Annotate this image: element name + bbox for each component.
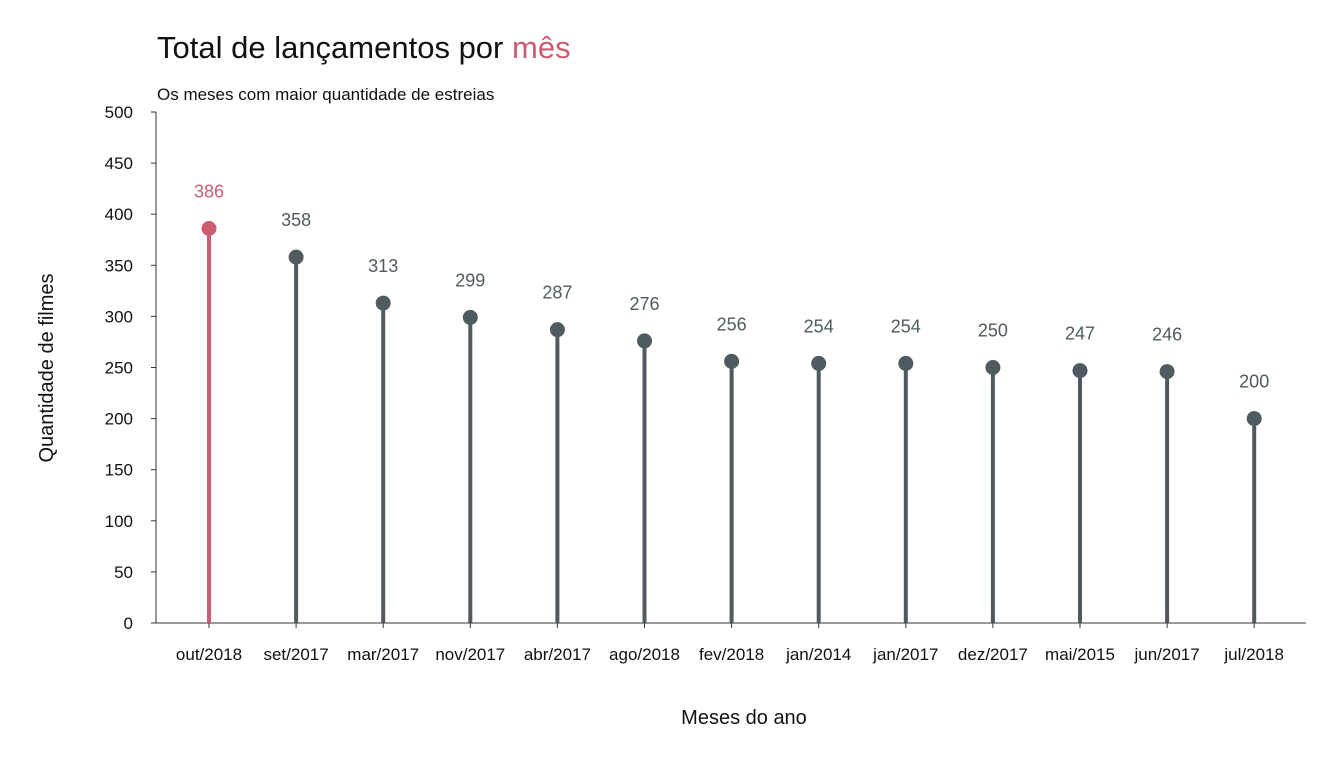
lollipop-point xyxy=(462,309,478,325)
x-tick-label: nov/2017 xyxy=(435,645,505,664)
chart-title-highlight: mês xyxy=(512,30,571,65)
x-tick-label: mar/2017 xyxy=(347,645,419,664)
lollipop-point xyxy=(201,221,217,237)
data-label: 254 xyxy=(891,316,921,336)
x-axis: out/2018 set/2017 mar/2017 nov/2017 abr/2017… xyxy=(156,622,1306,664)
lollipop-point xyxy=(375,295,391,311)
x-tick-label: jul/2018 xyxy=(1223,645,1284,664)
lollipop-point xyxy=(1246,411,1262,427)
y-tick-label: 500 xyxy=(105,103,133,122)
chart-title: Total de lançamentos por mês xyxy=(157,30,571,66)
lollipop-point xyxy=(724,353,740,369)
chart-marks: 386 358 313 299 287 276 256 254 254 250 247 246 200 xyxy=(194,182,1269,623)
y-tick-label: 350 xyxy=(105,256,133,275)
y-tick-label: 100 xyxy=(105,512,133,531)
y-tick-label: 250 xyxy=(105,359,133,378)
y-tick-label: 0 xyxy=(124,614,133,633)
y-tick-label: 150 xyxy=(105,461,133,480)
y-tick-label: 50 xyxy=(114,563,133,582)
y-axis: 0 50 100 150 200 250 300 350 400 450 500 xyxy=(105,103,157,633)
data-label: 386 xyxy=(194,182,224,202)
y-axis-title: Quantidade de filmes xyxy=(36,273,58,462)
x-tick-label: dez/2017 xyxy=(958,645,1028,664)
x-tick-label: mai/2015 xyxy=(1045,645,1115,664)
chart-subtitle: Os meses com maior quantidade de estreia… xyxy=(157,85,495,104)
lollipop-point xyxy=(637,333,652,349)
data-label: 250 xyxy=(978,321,1008,341)
lollipop-point xyxy=(1072,363,1088,379)
data-label: 247 xyxy=(1065,324,1095,344)
lollipop-point xyxy=(1159,364,1175,380)
y-tick-label: 450 xyxy=(105,154,133,173)
x-tick-label: ago/2018 xyxy=(609,645,680,664)
chart-title-main: Total de lançamentos por xyxy=(157,30,512,65)
data-label: 358 xyxy=(281,210,311,230)
data-label: 287 xyxy=(542,283,572,303)
y-tick-label: 400 xyxy=(105,205,133,224)
x-tick-label: fev/2018 xyxy=(699,645,764,664)
lollipop-point xyxy=(811,355,827,371)
data-label: 276 xyxy=(629,294,659,314)
y-tick-label: 200 xyxy=(105,410,133,429)
y-tick-label: 300 xyxy=(105,307,133,326)
x-tick-label: jun/2017 xyxy=(1133,645,1199,664)
x-tick-label: out/2018 xyxy=(176,645,242,664)
data-label: 246 xyxy=(1152,325,1182,345)
x-tick-label: jan/2014 xyxy=(785,645,851,664)
x-tick-label: jan/2017 xyxy=(872,645,938,664)
data-label: 313 xyxy=(368,256,398,276)
x-tick-label: set/2017 xyxy=(263,645,328,664)
lollipop-point xyxy=(985,360,1001,375)
data-label: 200 xyxy=(1239,372,1269,392)
data-label: 254 xyxy=(804,316,834,336)
x-tick-label: abr/2017 xyxy=(524,645,591,664)
data-label: 299 xyxy=(455,270,485,290)
lollipop-point xyxy=(898,355,914,371)
x-axis-title: Meses do ano xyxy=(681,707,807,729)
lollipop-point xyxy=(549,322,565,338)
data-label: 256 xyxy=(717,314,747,334)
lollipop-point xyxy=(288,249,304,265)
